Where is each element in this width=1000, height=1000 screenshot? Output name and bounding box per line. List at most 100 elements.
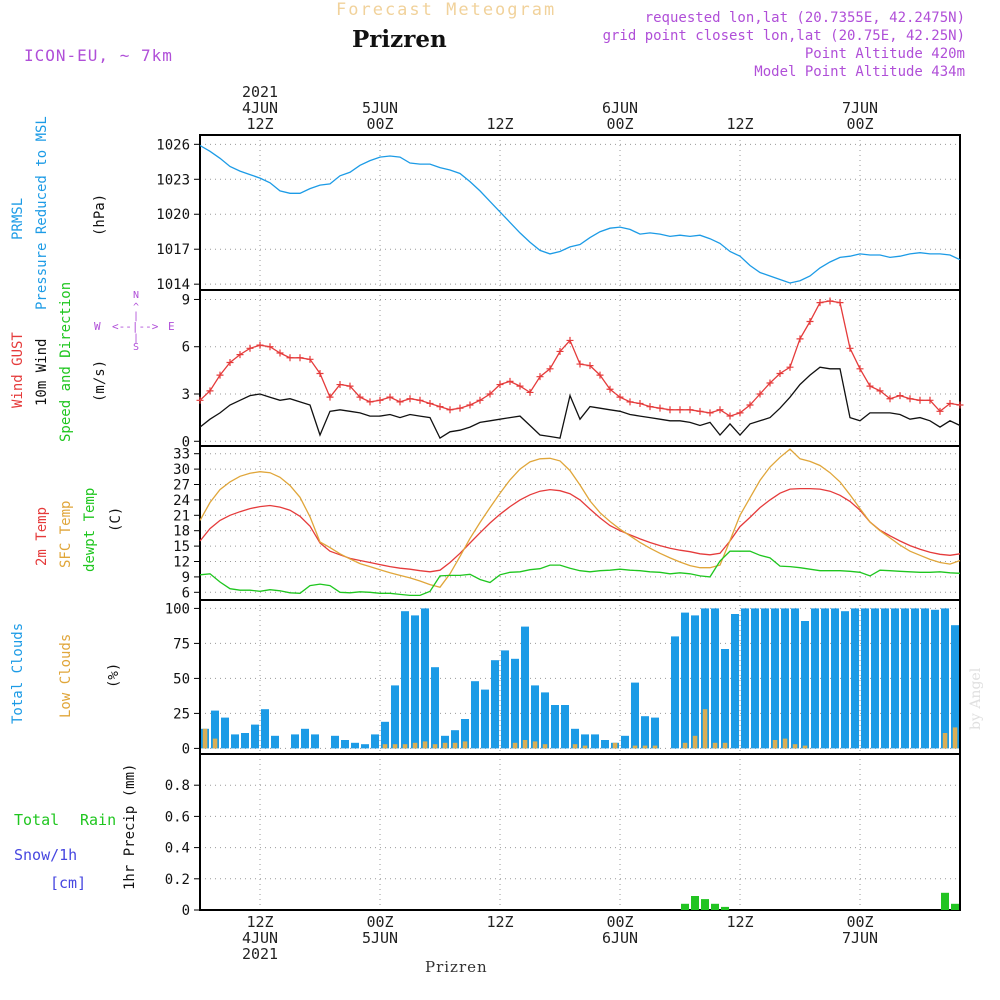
gust-marker [826,297,834,305]
bar-total-clouds [331,735,339,749]
bar-total-clouds [341,740,349,749]
y-tick-label: 1026 [156,137,190,153]
bar-total-clouds [261,709,269,749]
bar-total-clouds [641,716,649,749]
panel-frame [199,753,961,911]
super-title: Forecast Meteogram [336,0,557,20]
gust-marker [526,388,534,396]
gust-marker [326,393,334,401]
gust-marker [796,335,804,343]
bar-total-clouds [781,608,789,749]
bar-total-clouds [501,650,509,749]
bar-total-clouds [601,740,609,749]
gust-marker [696,407,704,415]
bar-total-clouds [671,636,679,749]
time-label: 12Z 4JUN 2021 [241,913,279,963]
gust-marker [706,409,714,417]
bar-total-clouds [631,682,639,749]
gust-marker [356,393,364,401]
bar-total-clouds [791,608,799,749]
bar-total-clouds [381,721,389,749]
footer-location: Prizren [425,958,488,976]
series-dewpt-temp [199,550,961,597]
y-tick-label: 9 [182,570,190,586]
bar-total-clouds [941,608,949,749]
bar-total-clouds [291,734,299,749]
bar-low-clouds [692,735,698,749]
gust-marker [226,358,234,366]
y-tick-label: 30 [173,462,190,478]
gust-marker [606,385,614,393]
y-tick-label: 9 [182,292,190,308]
gust-marker [656,404,664,412]
bar-total-clouds [561,705,569,749]
gust-marker [416,396,424,404]
bar-low-clouds [792,744,798,749]
compass-arrow-ew: <--|--> [112,320,159,333]
bar-low-clouds [652,745,658,749]
bar-total-rain [951,903,959,910]
bar-total-clouds [241,733,249,749]
bar-total-clouds [481,689,489,749]
location-title: Prizren [352,26,447,53]
gust-marker [346,382,354,390]
gust-marker [946,399,954,407]
gust-marker [316,370,324,378]
time-label: 6JUN 00Z [601,99,639,133]
y-tick-label: 0.8 [165,778,190,794]
bar-total-clouds [461,719,469,749]
time-label: 7JUN 00Z [841,99,879,133]
bar-low-clouds [802,745,808,749]
y-tick-label: 0 [182,903,190,919]
compass-north: N [132,290,140,301]
bar-total-clouds [771,608,779,749]
bar-total-clouds [951,625,959,749]
gust-marker [626,398,634,406]
gust-marker [896,392,904,400]
bar-total-clouds [841,611,849,749]
y-tick-label: 27 [173,478,190,494]
gust-marker [436,403,444,411]
gust-marker [336,381,344,389]
gust-marker [466,401,474,409]
bar-total-clouds [701,608,709,749]
gust-marker [566,336,574,344]
time-label: 12Z [486,913,514,931]
gust-marker [776,370,784,378]
time-label: 5JUN 00Z [361,99,399,133]
y-tick-label: 1020 [156,207,190,223]
bar-total-clouds [471,681,479,749]
y-tick-label: 0.6 [165,809,190,825]
bar-low-clouds [642,745,648,749]
bar-low-clouds [772,740,778,749]
gust-marker [786,363,794,371]
bar-total-clouds [911,608,919,749]
time-label: 12Z [726,115,754,133]
bar-total-clouds [861,608,869,749]
panel-frame [199,134,961,291]
bar-low-clouds [952,727,958,749]
grid-coords: grid point closest lon,lat (20.75E, 42.2… [602,28,965,44]
gust-marker [386,393,394,401]
bar-low-clouds [432,744,438,749]
gust-marker [636,399,644,407]
gust-marker [446,406,454,414]
y-tick-label: 75 [173,636,190,652]
gust-marker [856,365,864,373]
bar-total-clouds [271,735,279,749]
gust-marker [576,360,584,368]
gust-marker [646,403,654,411]
bar-total-rain [701,899,709,910]
compass-bar-s: | [132,333,140,344]
gust-marker [276,349,284,357]
gust-marker [866,382,874,390]
gust-marker [726,412,734,420]
gust-marker [836,299,844,307]
y-tick-label: 15 [173,539,190,555]
bar-total-clouds [451,730,459,749]
gust-marker [296,354,304,362]
panel-frame [199,289,961,447]
model-altitude: Model Point Altitude 434m [754,64,965,80]
gust-marker [486,390,494,398]
series-sfc-temp [199,448,961,588]
